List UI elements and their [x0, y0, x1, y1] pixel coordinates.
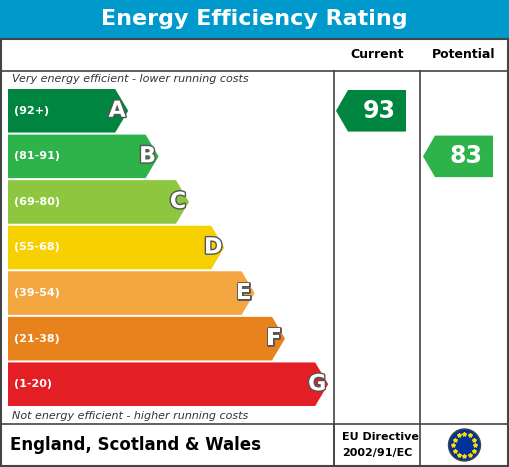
- Text: (21-38): (21-38): [14, 333, 60, 344]
- Text: Not energy efficient - higher running costs: Not energy efficient - higher running co…: [12, 411, 248, 421]
- Polygon shape: [8, 271, 254, 315]
- Text: Current: Current: [350, 49, 404, 62]
- Text: 93: 93: [362, 99, 395, 123]
- Polygon shape: [8, 362, 328, 406]
- Bar: [0, 0, 509, 38]
- Polygon shape: [336, 90, 406, 132]
- Text: F: F: [266, 329, 281, 349]
- Text: 83: 83: [449, 144, 483, 169]
- Text: EU Directive: EU Directive: [342, 432, 419, 442]
- Text: 2002/91/EC: 2002/91/EC: [342, 448, 412, 458]
- Text: C: C: [170, 192, 186, 212]
- Text: Very energy efficient - lower running costs: Very energy efficient - lower running co…: [12, 74, 248, 84]
- Polygon shape: [423, 135, 493, 177]
- Polygon shape: [8, 134, 159, 178]
- Text: (1-20): (1-20): [14, 379, 52, 389]
- Text: (39-54): (39-54): [14, 288, 60, 298]
- Text: (81-91): (81-91): [14, 151, 60, 162]
- Text: E: E: [236, 283, 251, 303]
- Polygon shape: [8, 180, 189, 224]
- Text: D: D: [204, 238, 222, 257]
- Polygon shape: [8, 226, 224, 269]
- Text: A: A: [108, 101, 126, 121]
- Text: B: B: [139, 146, 156, 166]
- Text: Potential: Potential: [432, 49, 496, 62]
- Polygon shape: [8, 317, 285, 361]
- Text: (92+): (92+): [14, 106, 49, 116]
- Polygon shape: [8, 89, 128, 133]
- Text: (69-80): (69-80): [14, 197, 60, 207]
- Circle shape: [448, 429, 480, 461]
- Text: (55-68): (55-68): [14, 242, 60, 253]
- Text: Energy Efficiency Rating: Energy Efficiency Rating: [101, 9, 408, 29]
- Text: G: G: [308, 374, 326, 394]
- Text: England, Scotland & Wales: England, Scotland & Wales: [10, 436, 261, 454]
